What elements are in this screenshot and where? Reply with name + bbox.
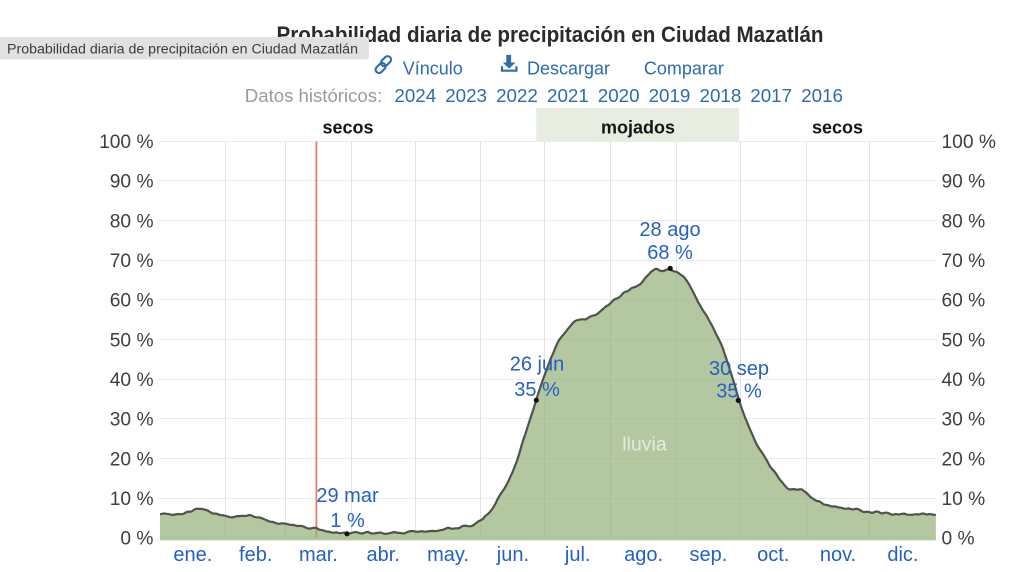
svg-text:100 %: 100 % [99,132,153,153]
svg-text:2024: 2024 [394,85,436,106]
svg-text:50 %: 50 % [110,330,154,351]
svg-text:ago.: ago. [624,544,663,566]
svg-text:oct.: oct. [757,544,789,566]
svg-text:secos: secos [812,118,863,138]
svg-text:20 %: 20 % [110,449,154,470]
svg-text:2021: 2021 [547,85,589,106]
svg-text:2020: 2020 [598,85,640,106]
svg-text:2016: 2016 [801,85,843,106]
svg-text:secos: secos [322,118,373,138]
svg-text:29 mar: 29 mar [316,485,379,507]
svg-text:68 %: 68 % [647,242,693,264]
svg-text:dic.: dic. [887,544,918,566]
svg-text:Datos históricos:: Datos históricos: [245,85,382,106]
svg-text:Probabilidad diaria de precipi: Probabilidad diaria de precipitación en … [7,41,358,57]
svg-text:mar.: mar. [299,544,338,566]
svg-text:feb.: feb. [239,544,272,566]
svg-text:40 %: 40 % [942,370,986,391]
svg-text:mojados: mojados [601,118,675,138]
svg-text:35 %: 35 % [716,381,762,403]
svg-text:80 %: 80 % [110,211,154,232]
svg-text:2018: 2018 [700,85,742,106]
svg-text:2017: 2017 [750,85,792,106]
svg-text:35 %: 35 % [514,379,560,401]
svg-text:70 %: 70 % [110,251,154,272]
svg-text:100 %: 100 % [942,132,996,153]
svg-text:2019: 2019 [649,85,691,106]
svg-text:sep.: sep. [689,544,727,566]
svg-text:jul.: jul. [564,544,591,566]
svg-text:60 %: 60 % [110,291,154,312]
svg-text:80 %: 80 % [942,211,986,232]
svg-text:20 %: 20 % [942,449,986,470]
svg-text:60 %: 60 % [942,291,986,312]
svg-text:30 %: 30 % [942,410,986,431]
svg-text:10 %: 10 % [110,489,154,510]
svg-text:90 %: 90 % [110,172,154,193]
svg-text:lluvia: lluvia [622,433,667,455]
svg-text:30 sep: 30 sep [709,358,769,380]
svg-text:abr.: abr. [367,544,400,566]
svg-text:Comparar: Comparar [644,58,724,78]
svg-text:90 %: 90 % [942,172,986,193]
svg-text:2023: 2023 [445,85,487,106]
svg-text:nov.: nov. [820,544,856,566]
svg-text:30 %: 30 % [110,410,154,431]
svg-text:Vínculo: Vínculo [403,58,463,78]
svg-text:10 %: 10 % [942,489,986,510]
svg-text:2022: 2022 [496,85,538,106]
svg-text:ene.: ene. [173,544,212,566]
svg-text:jun.: jun. [496,544,529,566]
svg-text:40 %: 40 % [110,370,154,391]
svg-text:Descargar: Descargar [527,58,610,78]
svg-text:1 %: 1 % [330,510,365,532]
svg-text:0 %: 0 % [942,529,975,550]
svg-text:28 ago: 28 ago [639,219,700,241]
svg-text:70 %: 70 % [942,251,986,272]
svg-text:may.: may. [427,544,469,566]
svg-text:50 %: 50 % [942,330,986,351]
svg-text:0 %: 0 % [120,529,153,550]
svg-text:26 jun: 26 jun [510,354,565,376]
